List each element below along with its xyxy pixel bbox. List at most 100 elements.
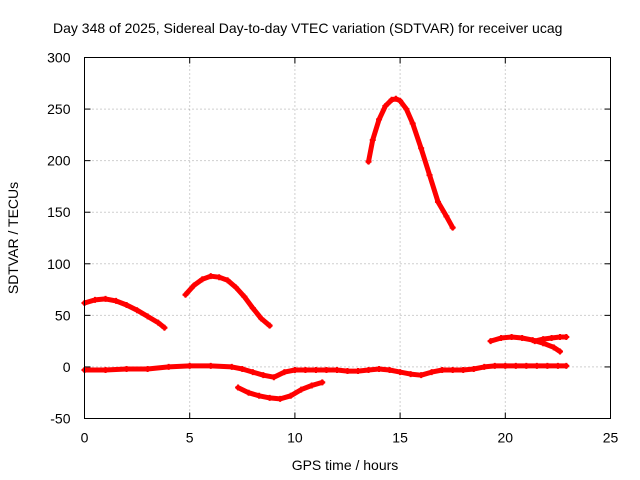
data-point: [540, 336, 547, 343]
data-point: [426, 172, 433, 179]
x-axis-label: GPS time / hours: [292, 457, 399, 473]
data-series: [81, 95, 570, 402]
data-point: [487, 338, 494, 345]
series-line: [82, 296, 167, 331]
plot-frame: [84, 57, 611, 419]
series-line: [366, 96, 456, 231]
data-point: [92, 296, 99, 303]
data-point: [449, 367, 456, 374]
data-point: [544, 362, 551, 369]
data-point: [113, 297, 120, 304]
data-point: [266, 322, 273, 329]
data-point: [333, 367, 340, 374]
series-arc-3: [81, 362, 570, 381]
data-point: [287, 392, 294, 399]
data-point: [207, 362, 214, 369]
data-point: [155, 319, 162, 326]
y-tick-label: -50: [50, 411, 70, 427]
data-point: [277, 395, 284, 402]
series-line: [183, 273, 273, 329]
data-point: [443, 213, 450, 220]
series-arc-1: [81, 295, 168, 331]
data-point: [266, 394, 273, 401]
data-point: [161, 324, 168, 331]
x-tick-label: 0: [81, 430, 89, 446]
data-point: [298, 386, 305, 393]
data-point: [239, 365, 246, 372]
data-point: [502, 362, 509, 369]
data-point: [397, 369, 404, 376]
y-tick-label: 0: [63, 359, 71, 375]
data-point: [291, 367, 298, 374]
data-point: [207, 273, 214, 280]
grid-lines: [84, 57, 611, 419]
data-point: [134, 307, 141, 314]
data-point: [308, 382, 315, 389]
data-point: [548, 335, 555, 342]
data-point: [550, 344, 557, 351]
data-point: [449, 224, 456, 231]
data-point: [523, 362, 530, 369]
y-tick-label: 100: [47, 256, 71, 272]
data-point: [224, 277, 231, 284]
data-point: [519, 335, 526, 342]
data-point: [249, 369, 256, 376]
data-point: [434, 198, 441, 205]
data-point: [386, 367, 393, 374]
data-point: [144, 365, 151, 372]
series-arc-4: [235, 379, 326, 402]
data-point: [228, 363, 235, 370]
series-arc-7: [531, 334, 570, 345]
data-point: [245, 389, 252, 396]
data-point: [418, 372, 425, 379]
data-point: [557, 348, 564, 355]
data-point: [376, 116, 383, 123]
data-point: [235, 384, 242, 391]
y-tick-label: 200: [47, 153, 71, 169]
data-point: [397, 97, 404, 104]
data-point: [533, 362, 540, 369]
data-point: [102, 295, 109, 302]
data-point: [281, 369, 288, 376]
data-point: [407, 371, 414, 378]
data-point: [481, 363, 488, 370]
data-point: [182, 291, 189, 298]
data-point: [409, 120, 416, 127]
data-point: [344, 368, 351, 375]
data-point: [563, 362, 570, 369]
data-point: [470, 365, 477, 372]
data-point: [428, 369, 435, 376]
y-tick-label: 150: [47, 204, 71, 220]
data-point: [256, 392, 263, 399]
data-point: [392, 95, 399, 102]
data-point: [382, 102, 389, 109]
data-point: [123, 365, 130, 372]
data-point: [102, 367, 109, 374]
data-point: [258, 315, 265, 322]
data-point: [319, 379, 326, 386]
data-point: [312, 367, 319, 374]
data-point: [365, 158, 372, 165]
series-arc-2: [182, 273, 273, 329]
x-tick-label: 25: [603, 430, 619, 446]
chart-title: Day 348 of 2025, Sidereal Day-to-day VTE…: [53, 20, 562, 36]
data-point: [388, 96, 395, 103]
data-point: [190, 282, 197, 289]
data-point: [439, 367, 446, 374]
data-point: [216, 274, 223, 281]
data-point: [531, 338, 538, 345]
y-axis-label: SDTVAR / TECUs: [5, 182, 21, 294]
data-point: [186, 362, 193, 369]
x-tick-label: 5: [186, 430, 194, 446]
data-point: [418, 145, 425, 152]
data-point: [403, 106, 410, 113]
data-point: [355, 368, 362, 375]
data-point: [165, 363, 172, 370]
data-point: [369, 137, 376, 144]
data-point: [498, 335, 505, 342]
x-tick-label: 15: [392, 430, 408, 446]
y-tick-label: 50: [55, 307, 71, 323]
series-arc-6: [487, 334, 564, 355]
data-point: [260, 372, 267, 379]
